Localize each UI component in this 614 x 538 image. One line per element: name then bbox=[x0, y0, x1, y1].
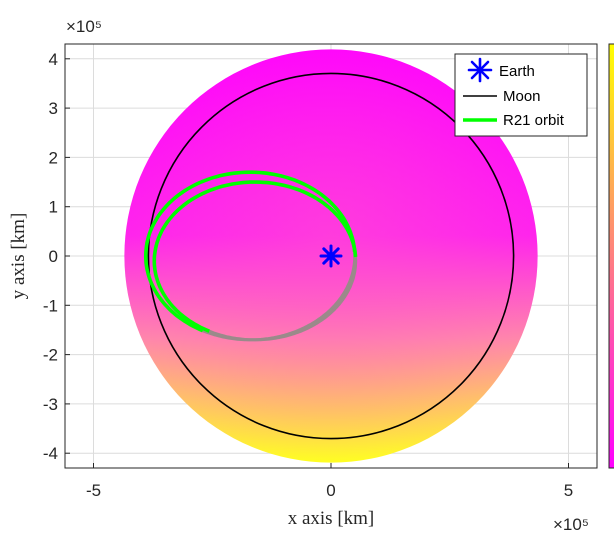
x-tick-label: -5 bbox=[86, 481, 101, 500]
y-axis-label: y axis [km] bbox=[8, 213, 29, 300]
y-tick-label: 3 bbox=[49, 99, 58, 118]
x-axis-label: x axis [km] bbox=[288, 508, 375, 529]
orbit-shadow-arc bbox=[208, 257, 358, 342]
y-exponent-label: ×10⁵ bbox=[66, 17, 102, 36]
colorbar bbox=[608, 43, 614, 469]
y-tick-label: 0 bbox=[49, 247, 58, 266]
x-ticks: -5 0 5 bbox=[86, 463, 573, 500]
legend-label-moon: Moon bbox=[503, 88, 541, 105]
y-tick-label: -4 bbox=[43, 444, 58, 463]
x-tick-label: 5 bbox=[564, 481, 573, 500]
moon-orbit bbox=[147, 72, 515, 440]
orbit-arc bbox=[152, 180, 358, 333]
x-exponent-label: ×10⁵ bbox=[553, 515, 589, 534]
legend-earth-marker bbox=[467, 57, 493, 83]
y-tick-label: -2 bbox=[43, 346, 58, 365]
y-tick-label: -1 bbox=[43, 296, 58, 315]
y-tick-label: 4 bbox=[49, 50, 58, 69]
legend: Earth Moon R21 orbit bbox=[454, 53, 588, 137]
earth-marker-stroke bbox=[322, 247, 340, 265]
y-tick-label: -3 bbox=[43, 395, 58, 414]
y-ticks: 4 3 2 1 0 -1 -2 -3 -4 bbox=[43, 50, 70, 463]
orbit-arc bbox=[144, 170, 357, 333]
r21-orbit bbox=[144, 170, 358, 333]
earth-marker bbox=[319, 244, 343, 268]
legend-label-earth: Earth bbox=[499, 63, 535, 80]
legend-label-r21-orbit: R21 orbit bbox=[503, 112, 565, 129]
x-tick-label: 0 bbox=[326, 481, 335, 500]
y-tick-label: 2 bbox=[49, 148, 58, 167]
orbit-shadow bbox=[202, 251, 358, 342]
y-tick-label: 1 bbox=[49, 198, 58, 217]
